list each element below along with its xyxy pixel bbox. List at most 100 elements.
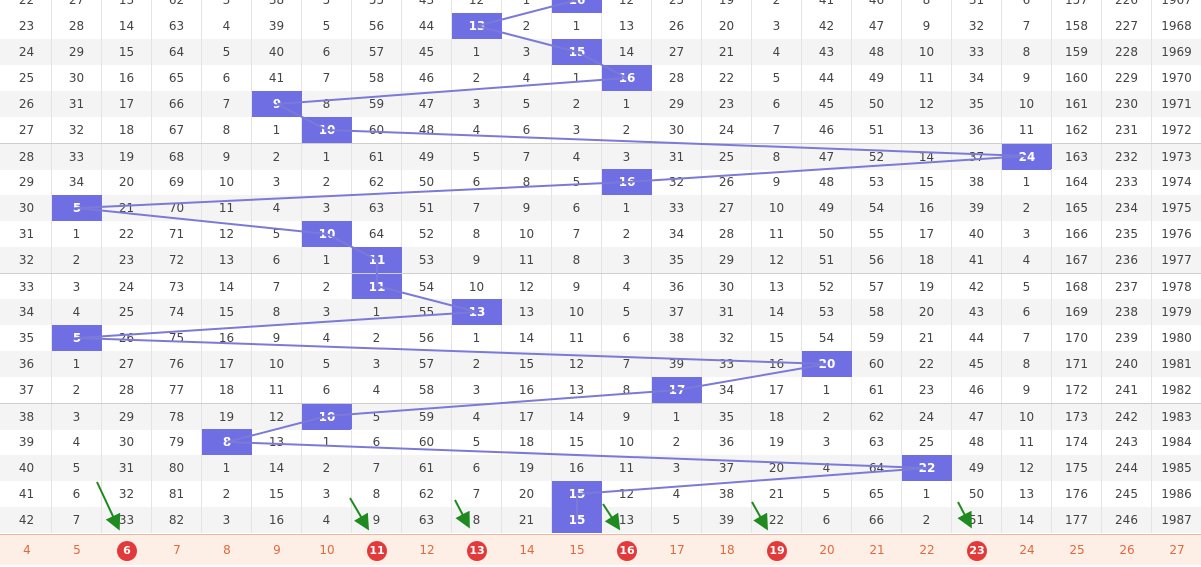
table-cell: 58 — [402, 377, 452, 403]
table-cell: 58 — [352, 65, 402, 91]
table-cell: 4 — [602, 274, 652, 300]
table-cell: 47 — [952, 404, 1002, 430]
table-cell: 34 — [652, 221, 702, 247]
table-cell: 1975 — [1152, 195, 1201, 221]
table-cell: 8 — [1002, 351, 1052, 377]
table-cell: 242 — [1102, 404, 1152, 430]
table-cell: 2 — [902, 507, 952, 533]
table-cell: 45 — [402, 39, 452, 65]
highlighted-cell: 5 — [52, 195, 102, 221]
table-cell: 35 — [2, 325, 52, 351]
table-cell: 38 — [952, 169, 1002, 195]
table-cell: 1 — [52, 221, 102, 247]
table-cell: 3 — [352, 351, 402, 377]
table-cell: 46 — [802, 117, 852, 143]
table-cell: 80 — [152, 455, 202, 481]
table-cell: 10 — [552, 299, 602, 325]
table-row: 39 4 30 79 8 13 1 6 60 5 18 15 10 2 36 19 3 63 25 48 11 174 24… — [0, 429, 1201, 455]
table-cell: 74 — [152, 299, 202, 325]
table-cell: 1 — [602, 91, 652, 117]
table-cell: 1 — [652, 404, 702, 430]
table-cell: 13 — [102, 0, 152, 13]
table-cell: 31 — [652, 144, 702, 170]
table-cell: 37 — [702, 455, 752, 481]
table-cell: 1 — [552, 13, 602, 39]
table-cell: 1 — [302, 429, 352, 455]
table-cell: 33 — [702, 351, 752, 377]
table-cell: 5 — [352, 404, 402, 430]
table-cell: 2 — [552, 91, 602, 117]
table-cell: 77 — [152, 377, 202, 403]
table-cell: 174 — [1052, 429, 1102, 455]
table-cell: 1967 — [1152, 0, 1201, 13]
table-cell: 7 — [552, 221, 602, 247]
table-cell: 235 — [1102, 221, 1152, 247]
table-cell: 2 — [502, 13, 552, 39]
table-cell: 40 — [952, 221, 1002, 247]
table-cell: 9 — [452, 247, 502, 273]
table-row: 33 3 24 73 14 7 2 11 54 10 12 9 4 36 30 13 52 57 19 42 5 168 2… — [0, 273, 1201, 300]
table-cell: 1 — [452, 39, 502, 65]
table-cell: 3 — [652, 455, 702, 481]
table-cell: 227 — [1102, 13, 1152, 39]
table-cell: 63 — [852, 429, 902, 455]
table-cell: 162 — [1052, 117, 1102, 143]
table-cell: 176 — [1052, 481, 1102, 507]
table-cell: 26 — [2, 91, 52, 117]
table-cell: 8 — [502, 169, 552, 195]
table-cell: 38 — [702, 481, 752, 507]
table-cell: 7 — [1002, 325, 1052, 351]
table-cell: 8 — [452, 507, 502, 533]
table-cell: 35 — [702, 404, 752, 430]
table-cell: 32 — [652, 169, 702, 195]
table-cell: 16 — [552, 0, 602, 13]
highlighted-cell: 9 — [252, 91, 302, 117]
table-cell: 1979 — [1152, 299, 1201, 325]
table-cell: 6 — [452, 455, 502, 481]
table-cell: 13 — [1002, 481, 1052, 507]
table-cell: 3 — [452, 91, 502, 117]
highlighted-cell: 20 — [802, 351, 852, 377]
table-cell: 26 — [702, 169, 752, 195]
table-cell: 43 — [952, 299, 1002, 325]
table-cell: 14 — [1002, 507, 1052, 533]
table-cell: 25 — [652, 0, 702, 13]
table-cell: 3 — [252, 169, 302, 195]
table-cell: 28 — [102, 377, 152, 403]
table-cell: 3 — [302, 299, 352, 325]
highlighted-cell: 17 — [652, 377, 702, 403]
table-cell: 4 — [252, 195, 302, 221]
table-row: 29 34 20 69 10 3 2 62 50 6 8 5 16 32 26 9 48 53 15 38 1 164 23… — [0, 169, 1201, 195]
table-cell: 12 — [452, 0, 502, 13]
table-cell: 20 — [702, 13, 752, 39]
circled-number-badge: 19 — [767, 541, 787, 561]
table-cell: 38 — [252, 0, 302, 13]
table-cell: 5 — [252, 221, 302, 247]
table-cell: 3 — [1002, 221, 1052, 247]
table-cell: 63 — [152, 13, 202, 39]
table-cell: 59 — [352, 91, 402, 117]
footer-number: 7 — [173, 543, 181, 557]
table-row: 32 2 23 72 13 6 1 11 53 9 11 8 3 35 29 12 51 56 18 41 4 167 23… — [0, 247, 1201, 273]
table-row: 42 7 33 82 3 16 4 9 63 8 21 15 13 5 39 22 6 66 2 51 14 177 246… — [0, 507, 1201, 533]
table-cell: 2 — [652, 429, 702, 455]
table-cell: 2 — [252, 144, 302, 170]
table-cell: 2 — [52, 247, 102, 273]
table-cell: 31 — [952, 0, 1002, 13]
table-cell: 65 — [852, 481, 902, 507]
table-cell: 14 — [502, 325, 552, 351]
table-cell: 48 — [852, 39, 902, 65]
table-cell: 28 — [702, 221, 752, 247]
footer-circled-number: 19 — [752, 535, 802, 565]
table-cell: 58 — [852, 299, 902, 325]
table-cell: 7 — [602, 351, 652, 377]
highlighted-cell: 11 — [352, 247, 402, 273]
table-cell: 8 — [302, 91, 352, 117]
table-cell: 79 — [152, 429, 202, 455]
table-cell: 6 — [302, 377, 352, 403]
table-cell: 69 — [152, 169, 202, 195]
table-cell: 30 — [652, 117, 702, 143]
table-cell: 62 — [402, 481, 452, 507]
highlighted-cell: 15 — [552, 39, 602, 65]
table-cell: 13 — [202, 247, 252, 273]
